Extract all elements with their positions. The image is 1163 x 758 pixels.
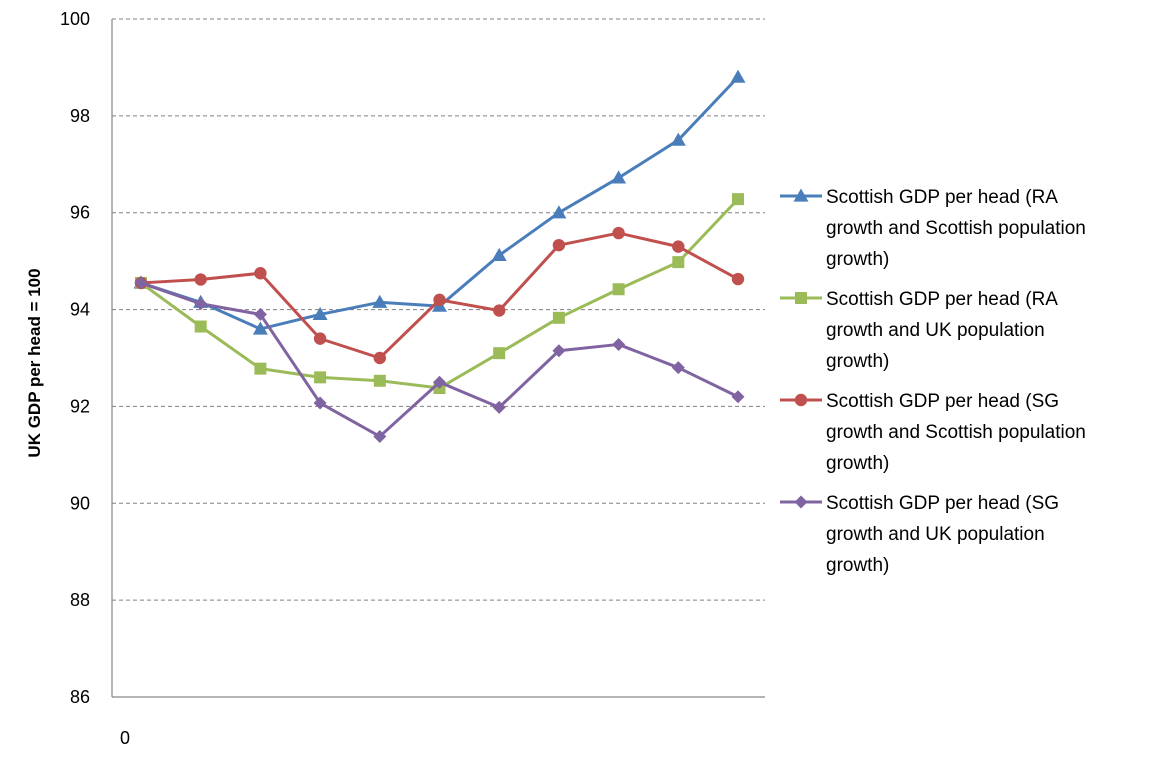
data-point	[252, 321, 268, 335]
data-point	[493, 304, 506, 317]
data-point	[611, 170, 627, 184]
legend-label: growth and Scottish population	[826, 422, 1086, 443]
legend-item: Scottish GDP per head (RA growth and UK p…	[780, 289, 1058, 372]
data-point	[612, 226, 625, 240]
series-line	[140, 198, 740, 390]
legend-label: growth)	[826, 351, 889, 372]
data-point	[493, 347, 506, 360]
data-point	[194, 297, 208, 311]
series-1	[133, 69, 746, 335]
data-point	[492, 400, 506, 414]
data-point	[253, 307, 267, 321]
legend-marker	[794, 393, 808, 407]
data-point	[731, 390, 745, 404]
data-point	[671, 361, 685, 375]
y-tick-label: 86	[70, 687, 90, 707]
legend-label: growth)	[826, 453, 889, 474]
data-point	[194, 320, 207, 333]
data-point	[373, 429, 387, 443]
legend-marker	[794, 495, 808, 509]
series-lines	[133, 69, 746, 443]
series-2	[135, 193, 744, 395]
y-tick-label: 92	[70, 396, 90, 416]
data-point	[552, 238, 566, 252]
data-point	[612, 337, 626, 351]
legend-label: Scottish GDP per head (RA	[826, 289, 1058, 310]
legend-label: Scottish GDP per head (SG	[826, 493, 1059, 514]
legend-label: Scottish GDP per head (RA	[826, 187, 1058, 208]
y-tick-label: 98	[70, 106, 90, 126]
data-point	[670, 132, 686, 146]
data-point	[372, 294, 388, 308]
series-line	[140, 76, 740, 331]
gridlines	[112, 18, 765, 601]
legend-item: Scottish GDP per head (SG growth and Scot…	[780, 391, 1086, 474]
data-point	[732, 193, 744, 206]
y-axis-label: UK GDP per head = 100	[25, 268, 44, 457]
legend-item: Scottish GDP per head (RA growth and Scot…	[780, 187, 1086, 270]
data-point	[731, 272, 745, 286]
legend-item: Scottish GDP per head (SG growth and UK p…	[780, 493, 1059, 576]
x-tick-label: 0	[120, 728, 130, 748]
data-point	[313, 396, 327, 410]
data-point	[433, 375, 446, 389]
data-point	[552, 344, 566, 358]
data-point	[491, 247, 507, 261]
y-tick-label: 94	[70, 300, 90, 320]
legend-label: Scottish GDP per head (SG	[826, 391, 1059, 412]
y-tick-label: 88	[70, 590, 90, 610]
series-4	[134, 276, 745, 443]
data-point	[194, 273, 207, 286]
data-point	[730, 69, 746, 83]
y-tick-label: 96	[70, 203, 90, 223]
data-point	[433, 293, 446, 307]
legend-label: growth)	[826, 249, 889, 270]
data-point	[134, 276, 148, 290]
data-point	[373, 374, 386, 387]
data-point	[612, 283, 625, 296]
data-point	[672, 256, 685, 269]
data-point	[373, 351, 386, 365]
legend-label: growth)	[826, 555, 889, 576]
legend-label: growth and UK population	[826, 320, 1045, 341]
y-tick-label: 100	[60, 9, 90, 29]
legend-label: growth and UK population	[826, 524, 1045, 545]
data-point	[672, 240, 685, 253]
legend-marker	[795, 292, 807, 304]
data-point	[551, 205, 567, 219]
data-point	[552, 311, 565, 324]
data-point	[254, 267, 267, 280]
legend: Scottish GDP per head (RA growth and Scot…	[780, 187, 1086, 576]
data-point	[312, 306, 328, 321]
legend-label: growth and Scottish population	[826, 218, 1086, 239]
data-point	[313, 332, 327, 345]
data-point	[314, 371, 327, 384]
axes: 86 88 90 92 94 96 98 100 0	[60, 9, 765, 748]
data-point	[254, 362, 267, 375]
y-tick-label: 90	[70, 493, 90, 513]
legend-marker	[793, 188, 809, 202]
